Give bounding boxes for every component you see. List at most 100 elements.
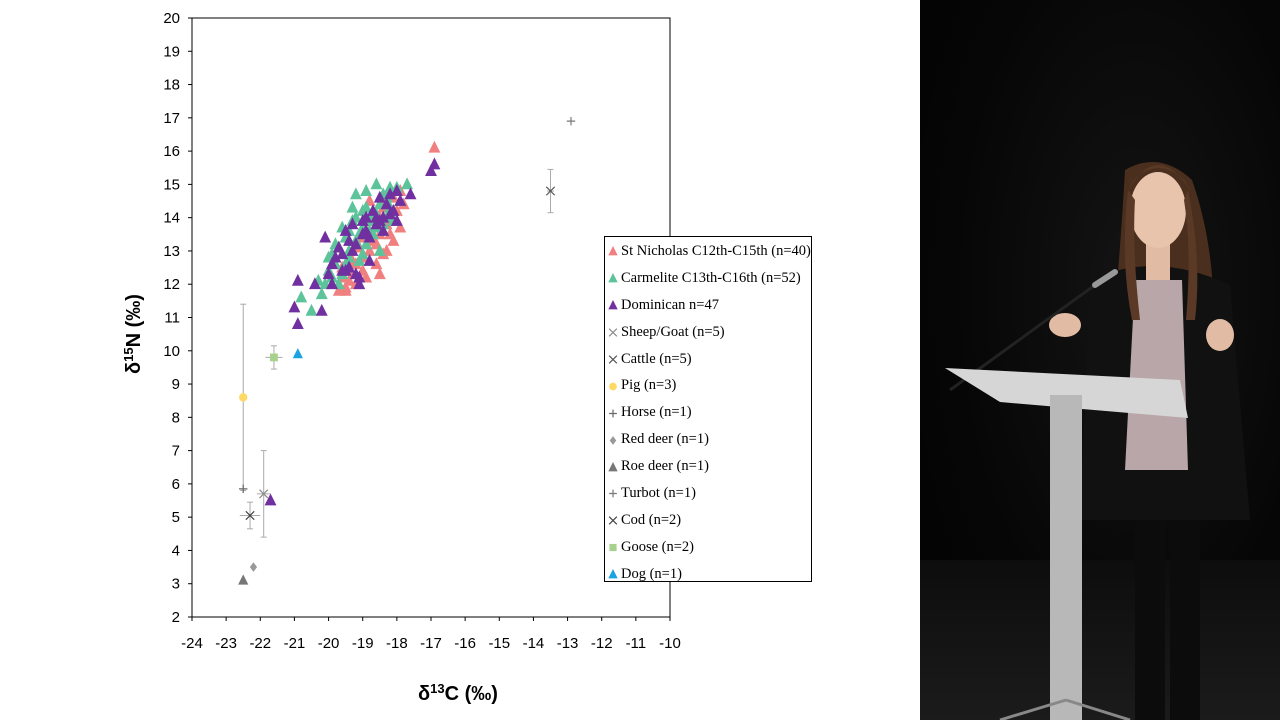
y-axis-ticks: 2 3 4 5 6 7 8 9 10 11 12 13 14 15 16 17 18 19 20 — [163, 10, 192, 626]
point-st-nicholas-c12th-c15th-n-40 — [339, 283, 352, 296]
scatter-chart: 2 3 4 5 6 7 8 9 10 11 12 13 14 15 16 17 18 19 20 -24 -23 -22… — [121, 10, 681, 706]
x-tick-label: -22 — [249, 635, 271, 652]
point-cattle-n-5 — [545, 186, 556, 196]
x-tick-label: -14 — [523, 635, 545, 652]
point-carmelite-c13th-c16th-n-52 — [343, 250, 356, 263]
y-tick-label: 20 — [163, 10, 180, 27]
legend-label: Sheep/Goat (n=5) — [621, 323, 725, 340]
legend-label: Dominican n=47 — [621, 296, 719, 313]
point-dominican-n-47 — [322, 267, 335, 280]
point-st-nicholas-c12th-c15th-n-40 — [363, 243, 376, 256]
point-st-nicholas-c12th-c15th-n-40 — [394, 220, 407, 233]
point-st-nicholas-c12th-c15th-n-40 — [370, 257, 383, 270]
legend-marker-roe-deer-n-1 — [608, 461, 618, 471]
point-dominican-n-47 — [339, 263, 352, 276]
legend-label: Goose (n=2) — [621, 538, 695, 555]
point-dominican-n-47 — [384, 207, 396, 220]
y-tick-label: 3 — [172, 576, 180, 593]
y-tick-label: 2 — [172, 609, 180, 626]
x-tick-label: -17 — [420, 635, 442, 652]
plot-area-frame — [191, 17, 671, 618]
legend-symbol — [608, 355, 618, 364]
point-dominican-n-47 — [343, 233, 356, 246]
legend-marker-cattle-n-5 — [608, 355, 618, 364]
y-axis-title: δ15N (‰) — [121, 294, 146, 374]
point-carmelite-c13th-c16th-n-52 — [295, 290, 308, 303]
legend-label: Turbot (n=1) — [621, 484, 696, 501]
legend-symbol — [608, 300, 618, 310]
point-carmelite-c13th-c16th-n-52 — [360, 200, 373, 213]
point-dominican-n-47 — [404, 187, 417, 200]
legend-marker-st-nicholas-c12th-c15th-n-40 — [608, 246, 618, 256]
point-dominican-n-47 — [353, 270, 366, 283]
x-axis-title: δ13C (‰) — [418, 681, 498, 706]
point-st-nicholas-c12th-c15th-n-40 — [373, 267, 386, 280]
point-dominican-n-47 — [390, 184, 403, 196]
point-carmelite-c13th-c16th-n-52 — [346, 200, 359, 213]
y-tick-label: 13 — [163, 243, 180, 260]
point-st-nicholas-c12th-c15th-n-40 — [387, 233, 400, 246]
point-pig-n-3 — [239, 393, 248, 402]
point-dominican-n-47 — [363, 253, 376, 266]
point-dominican-n-47 — [326, 277, 338, 290]
point-red-deer-n-1 — [249, 562, 258, 572]
y-tick-label: 18 — [163, 77, 180, 94]
point-dominican-n-47 — [339, 223, 352, 236]
legend-symbol — [609, 409, 617, 418]
point-dominican-n-47 — [363, 230, 376, 243]
point-dominican-n-47 — [326, 257, 338, 270]
legend-label: Pig (n=3) — [621, 377, 677, 394]
y-tick-label: 16 — [163, 143, 180, 160]
y-tick-label: 8 — [172, 409, 180, 426]
point-dominican-n-47 — [291, 317, 304, 330]
point-carmelite-c13th-c16th-n-52 — [305, 303, 318, 316]
point-carmelite-c13th-c16th-n-52 — [349, 187, 362, 200]
point-dominican-n-47 — [346, 217, 359, 230]
point-dominican-n-47 — [291, 273, 304, 286]
x-tick-label: -21 — [284, 635, 306, 652]
point-carmelite-c13th-c16th-n-52 — [370, 177, 383, 190]
legend-item-horse-n-1: Horse (n=1) — [605, 399, 811, 426]
point-carmelite-c13th-c16th-n-52 — [353, 253, 366, 266]
legend-label: Red deer (n=1) — [621, 431, 709, 448]
legend-marker-horse-n-1 — [609, 409, 617, 418]
legend-label: St Nicholas C12th-C15th (n=40) — [621, 242, 811, 259]
point-dominican-n-47 — [380, 197, 393, 210]
x-tick-label: -11 — [626, 635, 647, 652]
legend-marker-sheep-goat-n-5 — [608, 328, 618, 337]
legend-label: Cod (n=2) — [621, 511, 682, 528]
point-dominican-n-47 — [308, 277, 321, 290]
point-dominican-n-47 — [264, 493, 277, 506]
x-tick-label: -24 — [181, 635, 203, 652]
x-tick-label: -10 — [659, 635, 681, 652]
point-carmelite-c13th-c16th-n-52 — [315, 287, 328, 300]
point-sheep-goat-n-5 — [259, 489, 269, 499]
legend-symbol — [609, 544, 617, 552]
legend-label: Cattle (n=5) — [621, 350, 692, 367]
x-tick-label: -19 — [352, 635, 374, 652]
x-tick-label: -20 — [318, 635, 340, 652]
legend-symbol — [608, 516, 618, 526]
x-tick-label: -13 — [557, 635, 579, 652]
legend-marker-red-deer-n-1 — [609, 435, 617, 445]
point-carmelite-c13th-c16th-n-52 — [360, 237, 373, 250]
y-tick-label: 9 — [172, 376, 180, 393]
point-carmelite-c13th-c16th-n-52 — [360, 184, 373, 196]
stage-floor — [920, 560, 1280, 720]
data-points — [238, 116, 576, 585]
legend-symbol — [609, 382, 617, 391]
point-dominican-n-47 — [353, 277, 366, 290]
point-horse-n-1 — [239, 484, 248, 494]
legend-symbol — [608, 246, 618, 256]
y-tick-label: 6 — [172, 476, 180, 493]
y-tick-label: 17 — [163, 110, 180, 127]
x-tick-label: -12 — [591, 635, 613, 652]
legend-item-cod-n-2: Cod (n=2) — [605, 507, 811, 534]
legend-label: Roe deer (n=1) — [621, 458, 709, 475]
point-st-nicholas-c12th-c15th-n-40 — [428, 140, 441, 153]
point-dominican-n-47 — [346, 243, 359, 256]
legend-label: Dog (n=1) — [621, 565, 682, 582]
legend-label: Carmelite C13th-C16th (n=52) — [621, 269, 801, 286]
point-dominican-n-47 — [373, 190, 386, 203]
legend-symbol — [608, 328, 618, 337]
